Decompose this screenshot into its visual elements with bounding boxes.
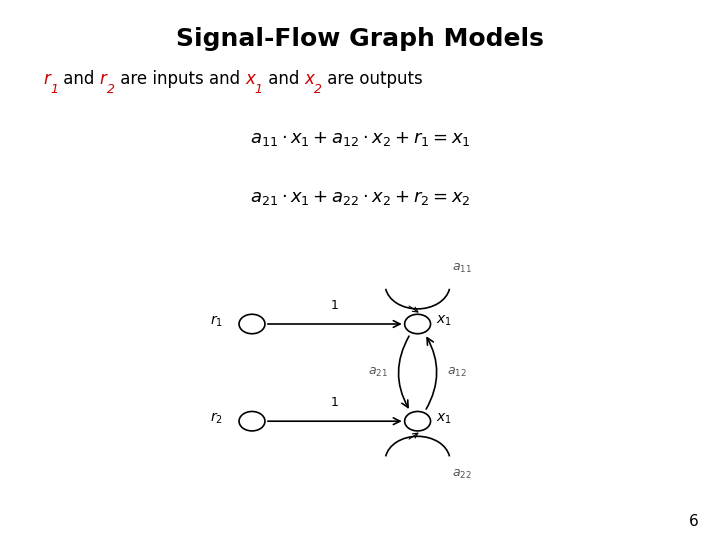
Text: $a_{22}$: $a_{22}$ <box>452 468 472 481</box>
Text: $r_2$: $r_2$ <box>210 411 223 426</box>
Text: 2: 2 <box>315 83 323 97</box>
Text: x: x <box>245 70 255 87</box>
Text: $x_1$: $x_1$ <box>436 411 451 426</box>
Text: are outputs: are outputs <box>323 70 423 87</box>
Text: $a_{21}\cdot x_1 + a_{22}\cdot x_2 + r_2 = x_2$: $a_{21}\cdot x_1 + a_{22}\cdot x_2 + r_2… <box>250 189 470 207</box>
Text: Signal-Flow Graph Models: Signal-Flow Graph Models <box>176 27 544 51</box>
Text: $a_{11}\cdot x_1 + a_{12}\cdot x_2 + r_1 = x_1$: $a_{11}\cdot x_1 + a_{12}\cdot x_2 + r_1… <box>250 130 470 147</box>
Text: x: x <box>305 70 315 87</box>
Text: and: and <box>58 70 99 87</box>
Text: are inputs and: are inputs and <box>114 70 245 87</box>
Text: $x_1$: $x_1$ <box>436 314 451 328</box>
Text: 1: 1 <box>255 83 263 97</box>
Text: $a_{12}$: $a_{12}$ <box>447 366 467 379</box>
Text: 6: 6 <box>688 514 698 529</box>
Text: $a_{11}$: $a_{11}$ <box>452 262 472 275</box>
Text: 1: 1 <box>331 299 338 312</box>
Text: 1: 1 <box>50 83 58 97</box>
Text: $r_1$: $r_1$ <box>210 314 223 329</box>
Text: 2: 2 <box>107 83 114 97</box>
Text: 1: 1 <box>331 396 338 409</box>
Text: $a_{21}$: $a_{21}$ <box>368 366 388 379</box>
Text: and: and <box>263 70 305 87</box>
Text: r: r <box>43 70 50 87</box>
Text: r: r <box>99 70 107 87</box>
